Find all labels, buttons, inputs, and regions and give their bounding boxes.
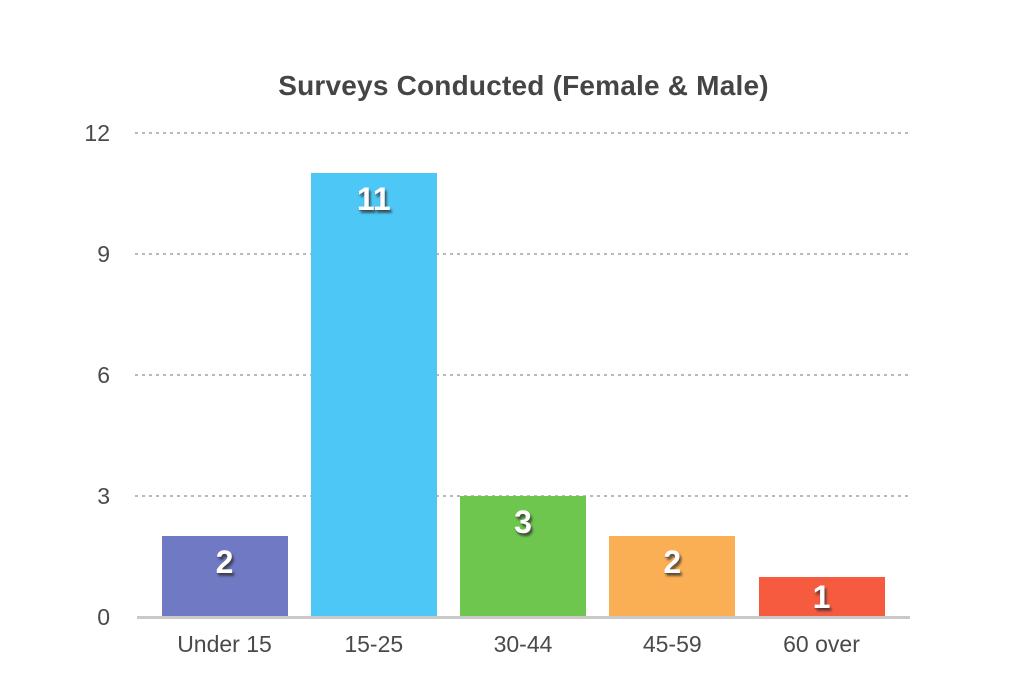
bar-value-label: 2 bbox=[215, 544, 234, 580]
y-tick-label-9: 9 bbox=[97, 241, 110, 267]
gridline-y-6 bbox=[135, 374, 910, 376]
bar-45-59: 2 bbox=[609, 536, 736, 617]
bar-value-label: 1 bbox=[812, 579, 831, 615]
y-tick-label-0: 0 bbox=[97, 604, 110, 630]
y-tick-label-12: 12 bbox=[84, 120, 110, 146]
gridline-y-9 bbox=[135, 253, 910, 255]
plot-area: 2 11 3 2 1 bbox=[135, 132, 910, 617]
x-tick-label-15-25: 15-25 bbox=[344, 631, 404, 657]
x-tick-label-30-44: 30-44 bbox=[493, 631, 553, 657]
x-axis-baseline bbox=[137, 616, 910, 619]
bar-value-label: 2 bbox=[663, 544, 682, 580]
chart-title: Surveys Conducted (Female & Male) bbox=[278, 70, 769, 101]
gridline-y-12 bbox=[135, 132, 910, 134]
x-tick-label-60-over: 60 over bbox=[783, 631, 860, 657]
bar-value-label: 11 bbox=[356, 181, 391, 217]
y-tick-label-3: 3 bbox=[97, 483, 110, 509]
bar-15-25: 11 bbox=[310, 173, 437, 617]
x-tick-label-45-59: 45-59 bbox=[642, 631, 702, 657]
x-tick-label-under-15: Under 15 bbox=[177, 631, 272, 657]
bar-under-15: 2 bbox=[161, 536, 288, 617]
bar-60-over: 1 bbox=[758, 577, 885, 617]
bar-value-label: 3 bbox=[514, 504, 532, 540]
bar-30-44: 3 bbox=[460, 496, 586, 617]
y-tick-label-6: 6 bbox=[97, 362, 110, 388]
